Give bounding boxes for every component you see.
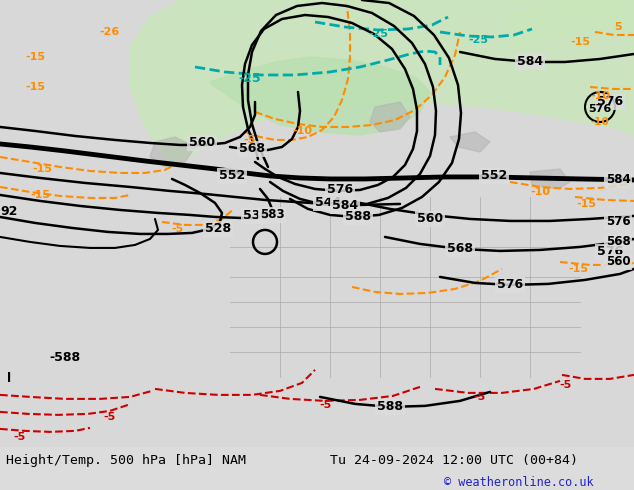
Text: -10: -10 [590, 91, 610, 101]
Text: 584: 584 [332, 199, 358, 213]
Text: l: l [7, 372, 11, 386]
Polygon shape [130, 0, 634, 167]
Polygon shape [510, 0, 634, 47]
Text: -25: -25 [238, 73, 261, 85]
Text: -10: -10 [591, 117, 609, 127]
Polygon shape [530, 169, 570, 189]
Text: -25: -25 [468, 35, 488, 45]
Text: 528: 528 [205, 222, 231, 235]
Text: Height/Temp. 500 hPa [hPa] NAM: Height/Temp. 500 hPa [hPa] NAM [6, 454, 247, 467]
Text: -5: -5 [104, 412, 116, 422]
Text: -26: -26 [100, 27, 120, 37]
Text: -15: -15 [576, 199, 596, 209]
Text: 92: 92 [0, 205, 18, 219]
Text: 576: 576 [497, 278, 523, 292]
Text: -15: -15 [25, 82, 45, 92]
Text: 552: 552 [219, 170, 245, 182]
Text: 588: 588 [345, 210, 371, 223]
Text: -588: -588 [49, 351, 81, 365]
Text: 5: 5 [614, 22, 622, 32]
Text: © weatheronline.co.uk: © weatheronline.co.uk [444, 476, 593, 489]
Text: Tu 24-09-2024 12:00 UTC (00+84): Tu 24-09-2024 12:00 UTC (00+84) [330, 454, 578, 467]
Text: 576: 576 [597, 245, 623, 258]
Text: -15: -15 [32, 164, 52, 174]
Text: 536: 536 [243, 209, 269, 222]
Text: -5: -5 [474, 392, 486, 402]
Text: 588: 588 [377, 400, 403, 414]
Text: -5: -5 [243, 135, 255, 145]
Text: -15: -15 [25, 52, 45, 62]
Polygon shape [0, 0, 634, 447]
Text: -5: -5 [172, 224, 184, 234]
Text: 576: 576 [588, 104, 612, 114]
Text: 576: 576 [597, 96, 623, 108]
Text: -10: -10 [530, 187, 550, 197]
Text: 560: 560 [605, 255, 630, 269]
Text: -5: -5 [319, 400, 331, 410]
Text: -15: -15 [30, 190, 50, 200]
Polygon shape [370, 102, 410, 132]
Polygon shape [150, 137, 195, 167]
Text: 560: 560 [417, 213, 443, 225]
Polygon shape [450, 132, 490, 152]
Text: 584: 584 [517, 55, 543, 69]
Text: -15: -15 [570, 37, 590, 47]
Text: 583: 583 [260, 208, 284, 221]
Text: -5: -5 [14, 432, 26, 442]
Text: -5: -5 [559, 380, 571, 390]
Text: -25: -25 [368, 29, 388, 39]
Text: 568: 568 [239, 143, 265, 155]
Text: -10: -10 [292, 126, 312, 136]
Text: 544: 544 [315, 196, 341, 209]
Text: 568: 568 [605, 235, 630, 248]
Text: 560: 560 [189, 136, 215, 149]
Text: 576: 576 [327, 183, 353, 196]
Text: 584: 584 [605, 173, 630, 187]
Text: -15: -15 [568, 264, 588, 274]
Polygon shape [210, 57, 430, 135]
Text: 568: 568 [447, 243, 473, 255]
Text: 552: 552 [481, 170, 507, 182]
Text: 576: 576 [605, 216, 630, 228]
